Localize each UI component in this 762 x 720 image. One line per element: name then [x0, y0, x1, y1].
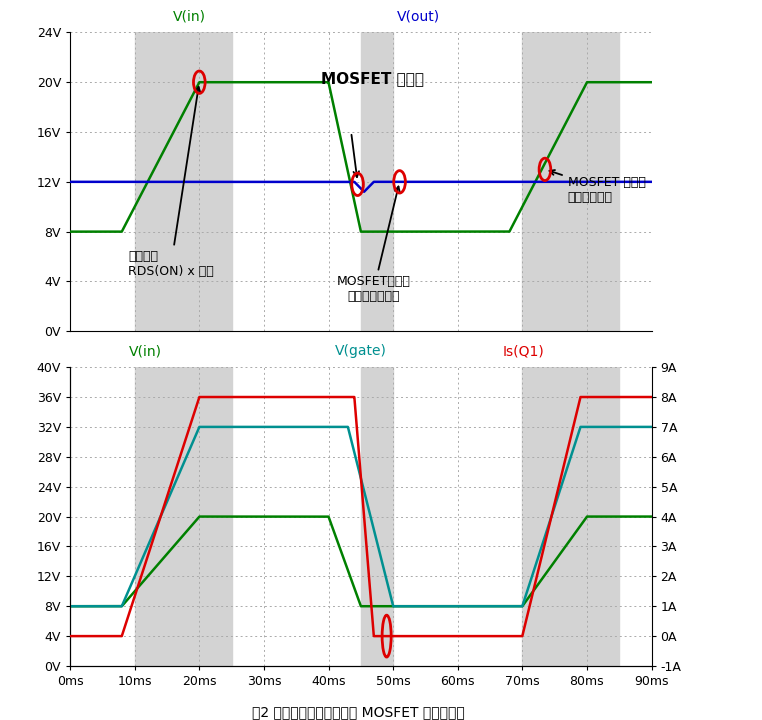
Bar	[135, 32, 232, 331]
Text: 电压降为
RDS(ON) x 电流: 电压降为 RDS(ON) x 电流	[128, 87, 214, 278]
Text: Is(Q1): Is(Q1)	[503, 344, 545, 358]
Bar	[522, 367, 620, 666]
Text: V(out): V(out)	[398, 9, 440, 24]
Text: V(in): V(in)	[130, 344, 162, 358]
Bar	[522, 32, 620, 331]
Bar	[360, 32, 393, 331]
Text: 图2 理想二极管控制器控制 MOSFET 的栅极电压: 图2 理想二极管控制器控制 MOSFET 的栅极电压	[251, 706, 465, 719]
Text: MOSFET关闭，
不通过反向电流: MOSFET关闭， 不通过反向电流	[337, 186, 411, 303]
Text: MOSFET 的关闭: MOSFET 的关闭	[321, 71, 424, 86]
Text: MOSFET 的开启
需要一点时间: MOSFET 的开启 需要一点时间	[549, 170, 645, 204]
Text: V(in): V(in)	[173, 9, 206, 24]
Bar	[360, 367, 393, 666]
Text: V(gate): V(gate)	[335, 344, 387, 358]
Bar	[135, 367, 232, 666]
